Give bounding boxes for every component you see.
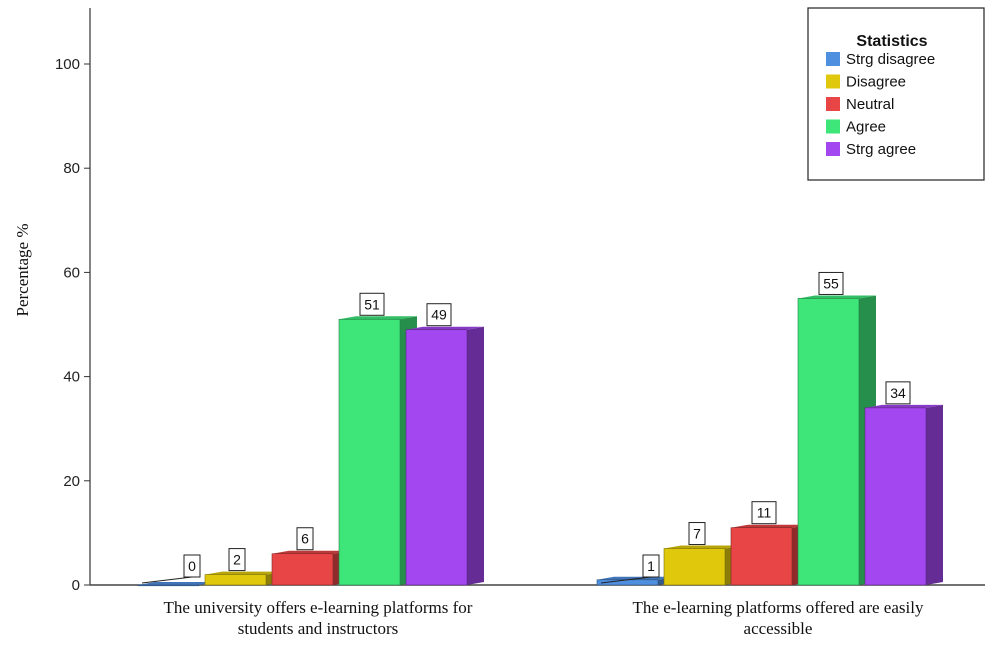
bar-top — [664, 545, 742, 549]
bar-top — [406, 326, 484, 330]
data-label: 34 — [890, 385, 906, 401]
legend-entry-label: Neutral — [846, 96, 894, 113]
data-label-box — [426, 303, 452, 327]
y-tick-label: 100 — [55, 56, 80, 73]
legend-swatch — [826, 52, 840, 66]
bar-top — [205, 571, 283, 575]
data-label: 0 — [188, 558, 196, 574]
data-label: 55 — [823, 275, 839, 291]
bar-side — [467, 326, 484, 585]
y-axis-title: Percentage % — [13, 224, 32, 317]
data-label: 51 — [364, 296, 380, 312]
bar — [271, 553, 334, 586]
bar — [864, 407, 927, 586]
data-label-box — [228, 548, 246, 572]
y-tick-label: 20 — [63, 473, 80, 490]
legend-swatch — [826, 97, 840, 111]
bar — [338, 318, 401, 586]
data-label: 49 — [431, 307, 447, 323]
leader-line — [600, 576, 652, 584]
leader-line — [141, 576, 193, 584]
bar-top — [597, 576, 675, 580]
data-label: 7 — [693, 526, 701, 542]
data-label: 11 — [757, 505, 772, 521]
data-label: 1 — [647, 558, 655, 574]
legend-swatch — [826, 119, 840, 134]
legend-entry-label: Disagree — [846, 74, 906, 91]
category-label: The university offers e-learning platfor… — [164, 598, 473, 638]
bar — [663, 548, 726, 586]
legend-entry-label: Strg disagree — [846, 51, 935, 68]
bar-top — [731, 524, 809, 528]
data-label-box — [885, 381, 911, 405]
data-label: 2 — [233, 552, 241, 568]
bars-group — [137, 295, 943, 587]
bar — [797, 298, 860, 586]
bar — [405, 329, 468, 586]
bar-top — [798, 295, 876, 299]
data-label-box — [818, 271, 844, 295]
y-tick-label: 80 — [63, 160, 80, 177]
data-label-box — [359, 292, 385, 316]
legend-swatch — [826, 142, 840, 156]
bar-top — [865, 404, 943, 408]
data-label-box — [183, 554, 201, 578]
bar-side — [926, 404, 943, 585]
legend-entry-label: Strg agree — [846, 141, 916, 158]
bar — [730, 527, 793, 586]
legend-entry-label: Agree — [846, 119, 886, 136]
data-label-box — [296, 527, 314, 551]
legend-swatch — [826, 74, 840, 89]
category-label: The e-learning platforms offered are eas… — [633, 598, 924, 638]
y-tick-label: 40 — [63, 369, 80, 386]
data-label-box — [642, 554, 660, 578]
bar — [137, 584, 200, 587]
y-tick-label: 60 — [63, 264, 80, 281]
data-label-box — [751, 501, 777, 525]
data-labels-group: 0 1 2 7 6 11 51 55 49 34 — [141, 271, 911, 584]
bar — [204, 574, 267, 586]
data-label: 6 — [301, 531, 309, 547]
bar-top — [138, 582, 216, 585]
bar-top — [272, 550, 350, 554]
y-tick-label: 0 — [72, 577, 80, 594]
legend: Statistics Strg disagree Disagree Neutral A… — [807, 7, 985, 181]
legend-title: Statistics — [856, 33, 927, 50]
bar-top — [339, 316, 417, 320]
data-label-box — [688, 522, 706, 546]
